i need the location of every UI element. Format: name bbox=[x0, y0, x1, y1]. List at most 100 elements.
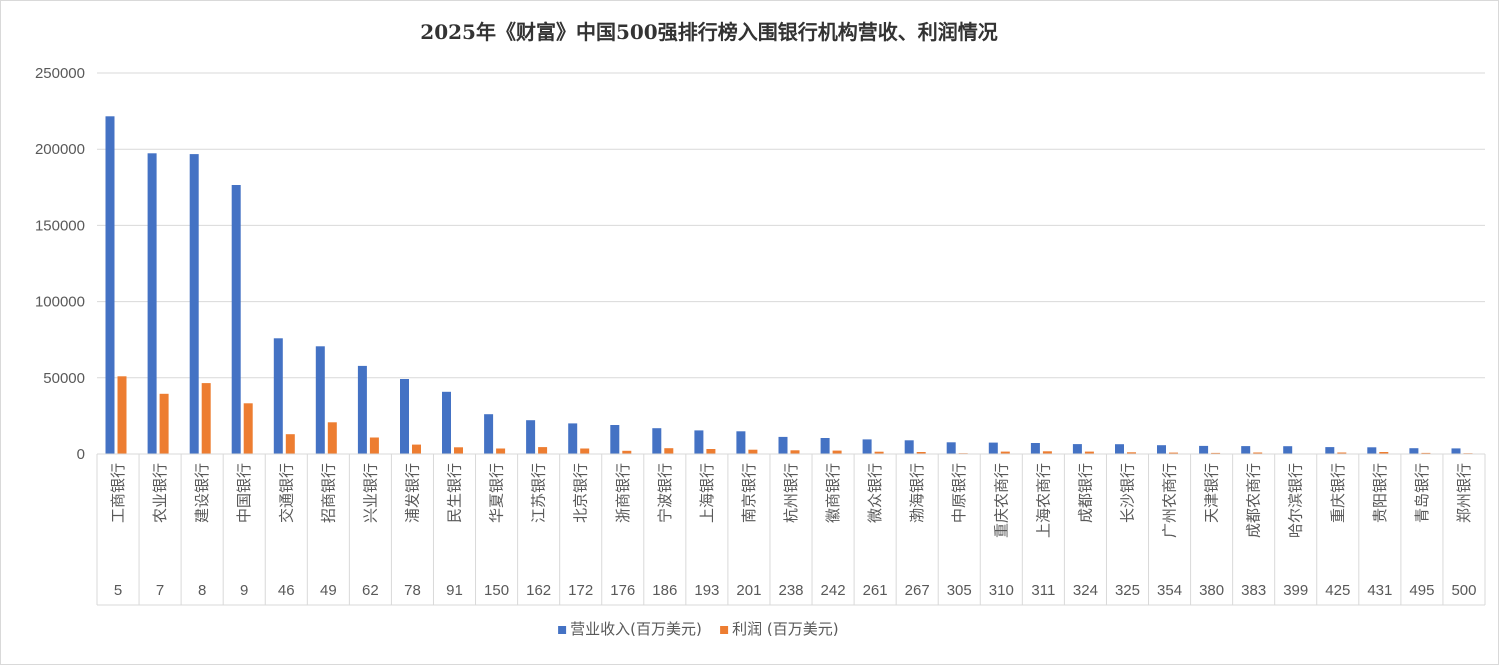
bar-revenue bbox=[231, 185, 241, 454]
bar-revenue bbox=[652, 428, 662, 454]
bar-revenue bbox=[820, 438, 830, 454]
rank-label: 186 bbox=[652, 582, 677, 599]
bar-revenue bbox=[1115, 444, 1124, 454]
x-tick-label: 杭州银行 bbox=[782, 463, 800, 523]
bar-revenue bbox=[400, 379, 409, 454]
bar-profit bbox=[874, 451, 884, 454]
x-tick-label: 华夏银行 bbox=[488, 463, 506, 523]
x-tick-label: 重庆银行 bbox=[1329, 463, 1347, 523]
x-tick-label: 中原银行 bbox=[950, 463, 968, 523]
bar-revenue bbox=[904, 440, 914, 454]
rank-label: 162 bbox=[526, 582, 551, 599]
bar-revenue bbox=[1409, 448, 1419, 454]
rank-label: 305 bbox=[947, 582, 972, 599]
x-tick-label: 工商银行 bbox=[109, 463, 127, 523]
y-tick-label: 250000 bbox=[35, 65, 85, 82]
x-tick-label: 浙商银行 bbox=[614, 463, 632, 523]
bar-revenue bbox=[736, 431, 746, 454]
bar-revenue bbox=[105, 116, 115, 455]
rank-label: 354 bbox=[1157, 582, 1182, 599]
bar-revenue bbox=[526, 420, 536, 454]
bar-profit bbox=[580, 448, 590, 454]
bar-profit bbox=[538, 447, 548, 454]
bar-profit bbox=[1211, 452, 1221, 454]
x-tick-label: 交通银行 bbox=[277, 463, 295, 523]
x-tick-label: 上海农商行 bbox=[1034, 463, 1052, 538]
rank-label: 310 bbox=[989, 582, 1014, 599]
bar-profit bbox=[1042, 451, 1052, 454]
bar-revenue bbox=[1072, 444, 1082, 454]
bar-revenue bbox=[778, 436, 788, 454]
bar-revenue bbox=[442, 391, 451, 454]
x-tick-label: 哈尔滨银行 bbox=[1287, 463, 1305, 538]
legend: 营业收入(百万美元) 利润 (百万美元) bbox=[558, 620, 839, 638]
bar-profit bbox=[369, 437, 379, 454]
rank-label: 380 bbox=[1199, 582, 1224, 599]
rank-label: 5 bbox=[114, 582, 122, 599]
x-tick-label: 农业银行 bbox=[151, 463, 169, 523]
x-tick-label: 渤海银行 bbox=[908, 463, 926, 523]
bar-profit bbox=[1379, 452, 1389, 454]
bar-revenue bbox=[484, 414, 494, 454]
rank-label: 500 bbox=[1451, 582, 1476, 599]
bar-revenue bbox=[610, 425, 620, 454]
bar-revenue bbox=[1199, 445, 1209, 454]
rank-label: 46 bbox=[278, 582, 295, 599]
bar-profit bbox=[1337, 452, 1347, 454]
x-tick-label: 成都农商行 bbox=[1245, 463, 1263, 538]
x-tick-label: 微众银行 bbox=[866, 463, 884, 523]
x-tick-label: 兴业银行 bbox=[361, 463, 379, 523]
category-axis: 工商银行 5 农业银行 7 建设银行 8 中国银行 9 交通银行 46 招商银行 49 兴业银行 62 浦发… bbox=[96, 453, 1486, 606]
bar-revenue bbox=[1030, 443, 1040, 454]
rank-label: 324 bbox=[1073, 582, 1098, 599]
x-tick-label: 建设银行 bbox=[193, 463, 211, 523]
x-tick-label: 民生银行 bbox=[446, 463, 464, 523]
y-tick-label: 50000 bbox=[43, 370, 85, 387]
bar-profit bbox=[916, 452, 926, 454]
rank-label: 172 bbox=[568, 582, 593, 599]
bar-revenue bbox=[568, 423, 578, 454]
x-tick-label: 北京银行 bbox=[572, 463, 590, 523]
rank-label: 78 bbox=[404, 582, 421, 599]
x-tick-label: 招商银行 bbox=[319, 463, 337, 523]
bar-revenue bbox=[357, 365, 367, 454]
bar-profit bbox=[285, 434, 295, 454]
rank-label: 431 bbox=[1367, 582, 1392, 599]
bar-profit bbox=[706, 449, 716, 454]
bar-revenue bbox=[694, 430, 704, 454]
bar-revenue bbox=[147, 153, 157, 455]
bar-revenue bbox=[946, 442, 956, 454]
x-tick-label: 中国银行 bbox=[235, 463, 253, 523]
rank-label: 9 bbox=[240, 582, 248, 599]
x-tick-label: 重庆农商行 bbox=[992, 463, 1010, 538]
rank-label: 193 bbox=[694, 582, 719, 599]
x-tick-label: 郑州银行 bbox=[1455, 463, 1473, 523]
x-tick-label: 天津银行 bbox=[1203, 463, 1221, 523]
bar-profit bbox=[748, 449, 758, 454]
rank-label: 91 bbox=[446, 582, 463, 599]
bar-profit bbox=[1084, 451, 1094, 454]
x-tick-label: 长沙银行 bbox=[1118, 463, 1136, 523]
x-tick-label: 青岛银行 bbox=[1413, 463, 1431, 523]
rank-label: 425 bbox=[1325, 582, 1350, 599]
bar-profit bbox=[1421, 452, 1431, 454]
legend-swatch-profit bbox=[720, 626, 729, 634]
gridlines bbox=[97, 72, 1485, 379]
rank-label: 325 bbox=[1115, 582, 1140, 599]
y-axis-ticks: 0 50000 100000 150000 200000 250000 bbox=[35, 65, 85, 463]
x-tick-label: 江苏银行 bbox=[530, 463, 548, 523]
rank-label: 62 bbox=[362, 582, 379, 599]
legend-label-profit: 利润 (百万美元) bbox=[732, 620, 838, 638]
bar-profit bbox=[1253, 452, 1263, 454]
rank-label: 8 bbox=[198, 582, 206, 599]
rank-label: 267 bbox=[905, 582, 930, 599]
bar-revenue bbox=[189, 154, 199, 454]
rank-label: 383 bbox=[1241, 582, 1266, 599]
bar-profit bbox=[1127, 452, 1136, 454]
bar-revenue bbox=[1325, 447, 1335, 454]
x-tick-label: 宁波银行 bbox=[656, 463, 674, 523]
rank-label: 261 bbox=[863, 582, 888, 599]
rank-label: 238 bbox=[778, 582, 803, 599]
bar-revenue bbox=[862, 439, 872, 454]
rank-label: 176 bbox=[610, 582, 635, 599]
